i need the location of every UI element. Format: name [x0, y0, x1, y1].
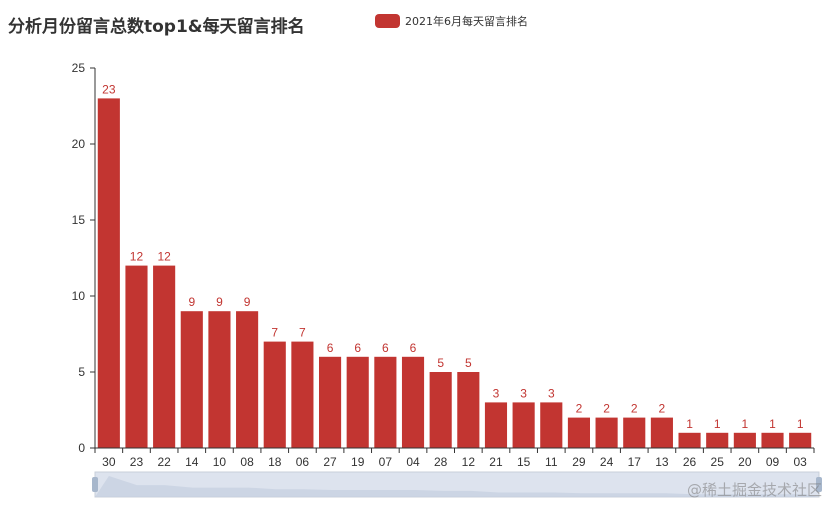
- bar-value-label: 2: [659, 402, 666, 416]
- x-tick-label: 19: [351, 455, 365, 469]
- bar-value-label: 3: [520, 386, 527, 400]
- bar[interactable]: [153, 265, 176, 448]
- bar-value-label: 1: [714, 417, 721, 431]
- watermark: @稀土掘金技术社区: [686, 481, 822, 499]
- x-tick-label: 03: [793, 455, 807, 469]
- datazoom-shadow: [95, 476, 819, 497]
- bar-value-label: 12: [157, 250, 171, 264]
- x-tick-label: 28: [434, 455, 448, 469]
- bar-value-label: 23: [102, 82, 116, 96]
- x-tick-label: 25: [711, 455, 725, 469]
- bar[interactable]: [180, 311, 203, 448]
- bar[interactable]: [374, 356, 397, 448]
- bar-value-label: 9: [244, 295, 251, 309]
- bar[interactable]: [650, 417, 673, 448]
- x-tick-label: 26: [683, 455, 697, 469]
- bar-value-label: 1: [797, 417, 804, 431]
- x-tick-label: 18: [268, 455, 282, 469]
- y-tick-label: 25: [72, 61, 86, 75]
- bar-value-label: 7: [299, 326, 306, 340]
- bar[interactable]: [706, 432, 729, 448]
- x-tick-label: 06: [296, 455, 310, 469]
- x-tick-label: 27: [323, 455, 337, 469]
- bar-value-label: 5: [465, 356, 472, 370]
- chart-title: 分析月份留言总数top1&每天留言排名: [8, 17, 305, 37]
- x-tick-label: 10: [213, 455, 227, 469]
- bar-value-label: 1: [686, 417, 693, 431]
- bar-value-label: 6: [382, 341, 389, 355]
- bar[interactable]: [761, 432, 784, 448]
- bar[interactable]: [540, 402, 563, 448]
- bar-value-label: 2: [603, 402, 610, 416]
- x-tick-label: 29: [572, 455, 586, 469]
- bar[interactable]: [567, 417, 591, 448]
- bar-value-label: 6: [327, 341, 334, 355]
- bar[interactable]: [236, 311, 259, 448]
- legend[interactable]: 2021年6月每天留言排名: [375, 13, 528, 29]
- x-tick-label: 07: [379, 455, 393, 469]
- y-tick-label: 5: [78, 365, 85, 379]
- x-tick-label: 22: [157, 455, 171, 469]
- bar[interactable]: [484, 402, 508, 448]
- bar-value-label: 2: [576, 402, 583, 416]
- bar[interactable]: [429, 372, 452, 448]
- y-tick-label: 10: [72, 289, 86, 303]
- bar[interactable]: [346, 356, 369, 448]
- bar-value-label: 9: [188, 295, 195, 309]
- x-tick-label: 17: [628, 455, 642, 469]
- datazoom-handle-right[interactable]: [816, 477, 822, 492]
- bar[interactable]: [623, 417, 646, 448]
- datazoom-slider[interactable]: [92, 471, 822, 498]
- y-tick-label: 20: [72, 137, 86, 151]
- bar[interactable]: [457, 372, 480, 448]
- datazoom-handle-left[interactable]: [92, 477, 98, 492]
- x-tick-label: 23: [130, 455, 144, 469]
- x-tick-label: 11: [545, 455, 558, 469]
- bar[interactable]: [263, 341, 286, 448]
- bar[interactable]: [512, 402, 535, 448]
- bar[interactable]: [208, 311, 231, 448]
- x-axis: 30 23 22 14 10 08 18 06 27 19 07 04 28 12 21 15 11 29 24 17…: [94, 447, 815, 469]
- bar-value-label: 2: [631, 402, 638, 416]
- bar-value-label: 3: [548, 386, 555, 400]
- bar[interactable]: [125, 265, 148, 448]
- bar-value-label: 3: [493, 386, 500, 400]
- bar-value-label: 9: [216, 295, 223, 309]
- x-tick-label: 20: [738, 455, 752, 469]
- x-tick-label: 09: [766, 455, 780, 469]
- bar[interactable]: [318, 356, 342, 448]
- bar[interactable]: [733, 432, 756, 448]
- bar-value-label: 6: [410, 341, 417, 355]
- x-tick-label: 24: [600, 455, 614, 469]
- bar[interactable]: [97, 98, 120, 449]
- bar[interactable]: [595, 417, 618, 448]
- bar[interactable]: [401, 356, 425, 448]
- y-tick-label: 15: [72, 213, 86, 227]
- x-tick-label: 08: [240, 455, 254, 469]
- bar-value-label: 5: [437, 356, 444, 370]
- bar-value-label: 1: [742, 417, 749, 431]
- x-tick-label: 21: [489, 455, 503, 469]
- x-tick-label: 13: [655, 455, 669, 469]
- x-tick-label: 30: [102, 455, 116, 469]
- bar[interactable]: [291, 341, 314, 448]
- bar[interactable]: [789, 432, 812, 448]
- legend-swatch: [375, 14, 400, 28]
- y-axis: 0 5 10 15 20 25: [72, 61, 96, 455]
- bar-value-label: 1: [769, 417, 776, 431]
- x-tick-label: 12: [462, 455, 476, 469]
- bar[interactable]: [678, 432, 701, 448]
- x-tick-label: 15: [517, 455, 531, 469]
- x-tick-label: 04: [406, 455, 420, 469]
- bar-value-label: 7: [271, 326, 278, 340]
- bars: 23 12 12 9 9 9 7 7 6 6 6 6 5 5 3 3 3 2 2 2 2 1 1 1 1 1: [97, 82, 812, 449]
- y-tick-label: 0: [78, 441, 85, 455]
- x-tick-label: 14: [185, 455, 199, 469]
- bar-value-label: 6: [354, 341, 361, 355]
- legend-label: 2021年6月每天留言排名: [405, 15, 528, 28]
- bar-value-label: 12: [130, 250, 144, 264]
